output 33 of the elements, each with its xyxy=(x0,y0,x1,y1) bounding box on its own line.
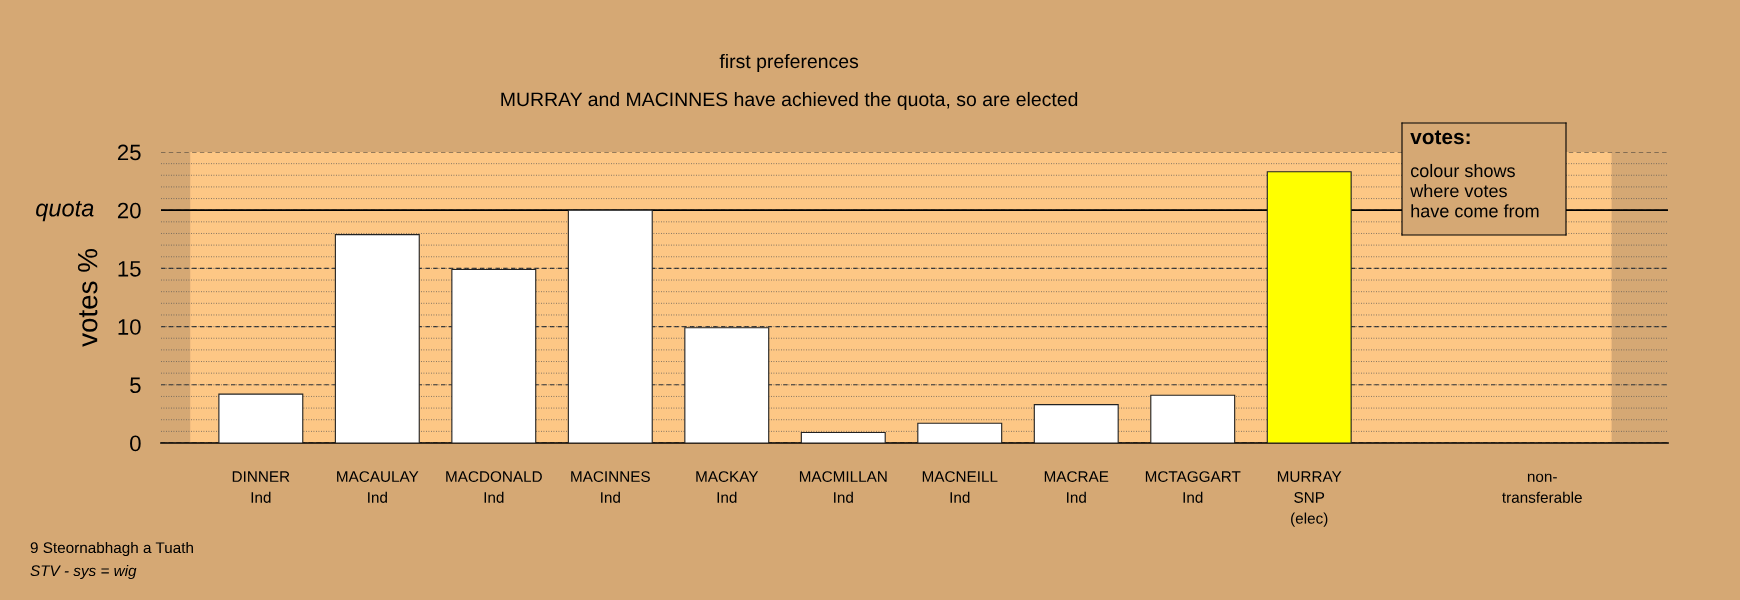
y-axis-title: votes % xyxy=(77,249,98,347)
x-tick-label: MACNEILL Ind xyxy=(922,471,998,503)
x-tick-label: MACDONALD Ind xyxy=(446,471,542,503)
y-tick-label: 15 xyxy=(118,261,141,277)
chart-title: first preferences xyxy=(719,53,859,73)
x-tick-label: MURRAY SNP (elec) xyxy=(1277,471,1342,527)
bar xyxy=(334,234,420,443)
x-tick-label: MACRAE Ind xyxy=(1044,471,1109,503)
y-tick-label: 10 xyxy=(118,319,141,335)
bar xyxy=(684,327,770,443)
bar xyxy=(800,431,886,443)
x-tick-label: non- transferable xyxy=(1502,473,1582,503)
bar xyxy=(1033,404,1119,443)
x-tick-label: MACKAY Ind xyxy=(696,471,759,503)
y-tick-label: 0 xyxy=(130,435,141,452)
bar xyxy=(1150,394,1236,443)
y-tick-label: 5 xyxy=(130,377,141,394)
bar xyxy=(451,269,537,443)
bar xyxy=(567,209,653,443)
ref-line-label: quota xyxy=(36,201,94,222)
y-tick-label: 20 xyxy=(117,202,141,219)
text: STV - sys = wig xyxy=(30,564,137,580)
bar xyxy=(1266,171,1352,443)
x-tick-label: DINNER Ind xyxy=(232,471,290,503)
bar xyxy=(218,393,304,443)
text: 9 Steornabhagh a Tuath xyxy=(30,541,193,557)
x-tick-label: MACMILLAN Ind xyxy=(799,471,887,503)
x-tick-label: MCTAGGART Ind xyxy=(1145,471,1241,503)
bar xyxy=(917,422,1003,443)
chart-subtitle: MURRAY and MACINNES have achieved the quota, so are elected xyxy=(501,91,1078,111)
x-tick-label: MACINNES Ind xyxy=(571,471,650,503)
y-tick-label: 25 xyxy=(117,144,141,161)
x-tick-label: MACAULAY Ind xyxy=(337,471,419,503)
